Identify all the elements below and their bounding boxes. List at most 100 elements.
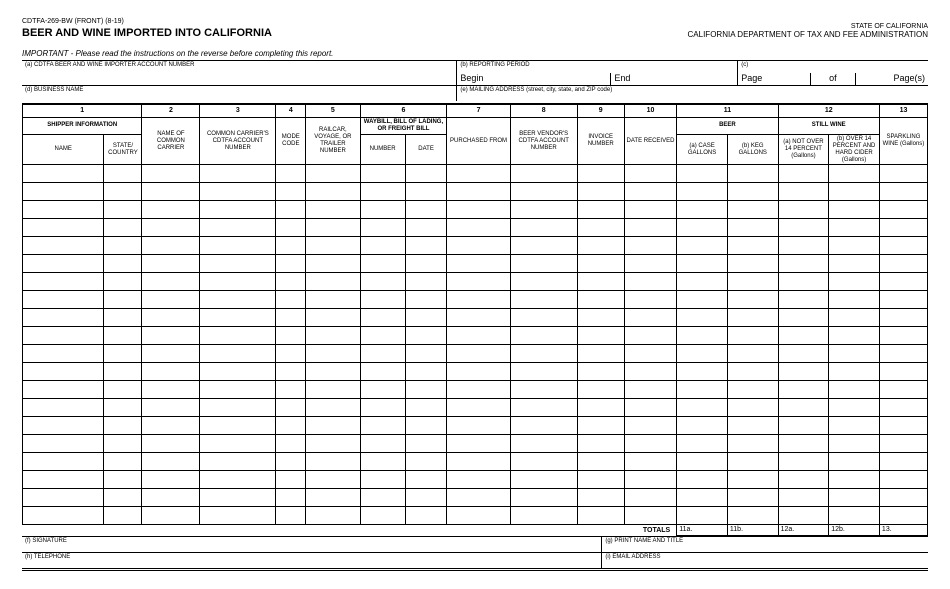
table-cell[interactable] xyxy=(510,309,577,327)
table-cell[interactable] xyxy=(727,399,778,417)
table-cell[interactable] xyxy=(276,255,306,273)
table-cell[interactable] xyxy=(778,453,829,471)
table-cell[interactable] xyxy=(879,165,927,183)
table-cell[interactable] xyxy=(200,471,276,489)
table-cell[interactable] xyxy=(104,201,142,219)
table-cell[interactable] xyxy=(577,219,624,237)
table-cell[interactable] xyxy=(624,309,676,327)
table-cell[interactable] xyxy=(306,183,360,201)
table-cell[interactable] xyxy=(23,183,104,201)
table-cell[interactable] xyxy=(276,453,306,471)
table-cell[interactable] xyxy=(200,327,276,345)
table-cell[interactable] xyxy=(142,453,200,471)
table-cell[interactable] xyxy=(306,291,360,309)
total-13[interactable]: 13. xyxy=(879,525,927,536)
table-cell[interactable] xyxy=(142,255,200,273)
table-cell[interactable] xyxy=(727,489,778,507)
table-cell[interactable] xyxy=(510,417,577,435)
table-cell[interactable] xyxy=(306,489,360,507)
table-cell[interactable] xyxy=(510,399,577,417)
table-cell[interactable] xyxy=(510,381,577,399)
table-cell[interactable] xyxy=(276,237,306,255)
table-cell[interactable] xyxy=(405,489,447,507)
table-cell[interactable] xyxy=(276,219,306,237)
table-cell[interactable] xyxy=(510,237,577,255)
table-cell[interactable] xyxy=(104,489,142,507)
table-cell[interactable] xyxy=(829,435,880,453)
table-cell[interactable] xyxy=(677,453,728,471)
table-cell[interactable] xyxy=(360,201,405,219)
table-cell[interactable] xyxy=(829,183,880,201)
table-cell[interactable] xyxy=(624,291,676,309)
table-cell[interactable] xyxy=(447,255,510,273)
table-cell[interactable] xyxy=(405,435,447,453)
table-cell[interactable] xyxy=(23,507,104,525)
table-cell[interactable] xyxy=(727,471,778,489)
table-cell[interactable] xyxy=(577,345,624,363)
table-cell[interactable] xyxy=(510,273,577,291)
table-cell[interactable] xyxy=(276,489,306,507)
table-cell[interactable] xyxy=(577,291,624,309)
table-cell[interactable] xyxy=(577,255,624,273)
table-cell[interactable] xyxy=(510,507,577,525)
table-cell[interactable] xyxy=(510,345,577,363)
table-cell[interactable] xyxy=(276,417,306,435)
table-cell[interactable] xyxy=(677,381,728,399)
table-cell[interactable] xyxy=(200,435,276,453)
table-cell[interactable] xyxy=(447,489,510,507)
table-cell[interactable] xyxy=(577,507,624,525)
table-cell[interactable] xyxy=(677,201,728,219)
table-cell[interactable] xyxy=(306,471,360,489)
table-cell[interactable] xyxy=(360,327,405,345)
table-cell[interactable] xyxy=(677,183,728,201)
table-cell[interactable] xyxy=(879,183,927,201)
table-cell[interactable] xyxy=(879,345,927,363)
table-cell[interactable] xyxy=(577,417,624,435)
table-cell[interactable] xyxy=(510,255,577,273)
table-cell[interactable] xyxy=(104,435,142,453)
table-cell[interactable] xyxy=(577,309,624,327)
table-cell[interactable] xyxy=(276,327,306,345)
table-cell[interactable] xyxy=(829,255,880,273)
table-cell[interactable] xyxy=(142,345,200,363)
table-cell[interactable] xyxy=(778,381,829,399)
field-h-label[interactable]: (h) TELEPHONE xyxy=(22,553,602,570)
table-cell[interactable] xyxy=(104,237,142,255)
table-cell[interactable] xyxy=(624,237,676,255)
table-cell[interactable] xyxy=(23,255,104,273)
table-cell[interactable] xyxy=(447,165,510,183)
table-cell[interactable] xyxy=(447,309,510,327)
table-cell[interactable] xyxy=(879,237,927,255)
table-cell[interactable] xyxy=(360,273,405,291)
table-cell[interactable] xyxy=(829,417,880,435)
table-cell[interactable] xyxy=(306,327,360,345)
table-cell[interactable] xyxy=(276,273,306,291)
table-cell[interactable] xyxy=(778,507,829,525)
table-cell[interactable] xyxy=(447,453,510,471)
table-cell[interactable] xyxy=(200,309,276,327)
table-cell[interactable] xyxy=(879,219,927,237)
table-cell[interactable] xyxy=(624,201,676,219)
table-cell[interactable] xyxy=(405,165,447,183)
table-cell[interactable] xyxy=(778,363,829,381)
table-cell[interactable] xyxy=(306,381,360,399)
table-cell[interactable] xyxy=(200,363,276,381)
table-cell[interactable] xyxy=(142,507,200,525)
table-cell[interactable] xyxy=(276,507,306,525)
table-cell[interactable] xyxy=(360,309,405,327)
table-cell[interactable] xyxy=(142,381,200,399)
field-page[interactable]: Page xyxy=(738,73,810,86)
table-cell[interactable] xyxy=(879,471,927,489)
table-cell[interactable] xyxy=(510,435,577,453)
table-cell[interactable] xyxy=(200,417,276,435)
table-cell[interactable] xyxy=(104,327,142,345)
table-cell[interactable] xyxy=(677,165,728,183)
table-cell[interactable] xyxy=(677,435,728,453)
table-cell[interactable] xyxy=(200,507,276,525)
table-cell[interactable] xyxy=(306,435,360,453)
table-cell[interactable] xyxy=(23,453,104,471)
field-e-label[interactable]: (e) MAILING ADDRESS (street, city, state… xyxy=(457,86,928,102)
table-cell[interactable] xyxy=(577,471,624,489)
table-cell[interactable] xyxy=(829,237,880,255)
table-cell[interactable] xyxy=(142,363,200,381)
